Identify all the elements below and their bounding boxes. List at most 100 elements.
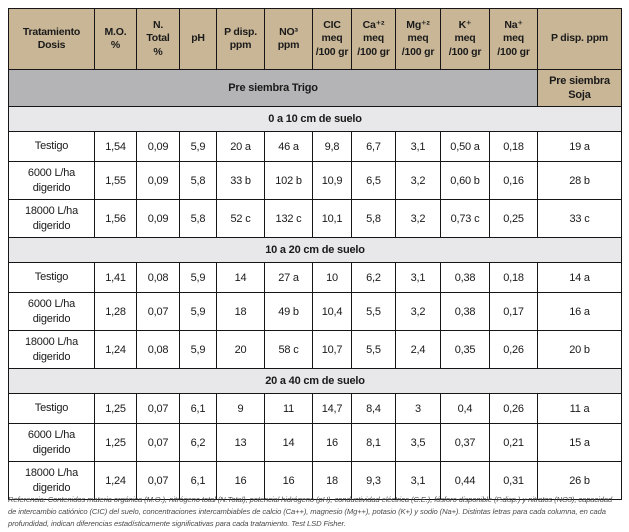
header-line: P disp.: [224, 25, 257, 38]
header-line: M.O.: [104, 25, 127, 38]
banner-line: Soja: [568, 89, 591, 101]
cell-ph: 5,8: [179, 161, 217, 200]
cell-pdisp: 18: [216, 292, 265, 331]
cell-pdisp: 16: [216, 461, 265, 500]
header-line: P disp. ppm: [550, 32, 609, 45]
treatment-label: 18000 L/ha: [24, 335, 79, 348]
header-line: %: [153, 45, 163, 58]
header-line: ppm: [229, 39, 252, 51]
cell-pdisp-soja: 11 a: [537, 393, 622, 424]
treatment-label: 6000 L/ha: [27, 297, 76, 310]
cell-cic: 10,7: [312, 330, 352, 369]
cell-pdisp: 20 a: [216, 131, 265, 162]
cell-mo: 1,25: [94, 393, 137, 424]
treatment-cell: 6000 L/ha digerido: [8, 161, 95, 200]
soil-results-table-wrapper: Tratamiento Dosis M.O.% N. Total% pH P dis…: [8, 8, 622, 500]
cell-ntotal: 0,07: [136, 393, 180, 424]
header-line: meq: [503, 32, 524, 45]
treatment-label: digerido: [32, 350, 71, 363]
cell-no3: 11: [264, 393, 313, 424]
cell-ntotal: 0,07: [136, 461, 180, 500]
column-header-pdisp-soja: P disp. ppm: [537, 8, 622, 70]
cell-mo: 1,24: [94, 330, 137, 369]
cell-ntotal: 0,09: [136, 199, 180, 238]
cell-ca: 6,2: [351, 262, 396, 293]
cell-na: 0,25: [489, 199, 538, 238]
header-line: /100 gr: [401, 45, 435, 58]
cell-cic: 10,4: [312, 292, 352, 331]
column-header-na: Na⁺ meq/100 gr: [489, 8, 538, 70]
table-row: 18000 L/ha digerido 1,24 0,07 6,1 16 16 1…: [8, 461, 622, 500]
cell-cic: 14,7: [312, 393, 352, 424]
cell-mg: 3,1: [395, 131, 441, 162]
section-band-0-10: 0 a 10 cm de suelo: [8, 106, 622, 132]
table-row: 6000 L/ha digerido 1,28 0,07 5,9 18 49 b …: [8, 292, 622, 331]
header-line: %: [110, 39, 121, 51]
table-row: 18000 L/ha digerido 1,24 0,08 5,9 20 58 c…: [8, 330, 622, 369]
cell-ca: 6,7: [351, 131, 396, 162]
treatment-cell: Testigo: [8, 393, 95, 424]
treatment-label: Testigo: [34, 271, 69, 284]
cell-pdisp-soja: 14 a: [537, 262, 622, 293]
header-row: Tratamiento Dosis M.O.% N. Total% pH P dis…: [8, 8, 622, 70]
cell-ph: 5,9: [179, 131, 217, 162]
cell-mg: 3: [395, 393, 441, 424]
header-line: Total: [146, 32, 170, 45]
cell-cic: 18: [312, 461, 352, 500]
cell-k: 0,35: [440, 330, 490, 369]
cell-ntotal: 0,07: [136, 292, 180, 331]
cell-na: 0,26: [489, 330, 538, 369]
cell-ntotal: 0,09: [136, 131, 180, 162]
cell-no3: 58 c: [264, 330, 313, 369]
cell-ca: 8,4: [351, 393, 396, 424]
header-line: N.: [152, 19, 164, 32]
treatment-label: Testigo: [34, 140, 69, 153]
cell-ca: 5,5: [351, 330, 396, 369]
cell-k: 0,44: [440, 461, 490, 500]
soil-results-table: Tratamiento Dosis M.O.% N. Total% pH P dis…: [8, 8, 622, 500]
cell-pdisp-soja: 26 b: [537, 461, 622, 500]
cell-mo: 1,54: [94, 131, 137, 162]
cell-ph: 5,9: [179, 292, 217, 331]
cell-ntotal: 0,08: [136, 262, 180, 293]
header-line: NO³: [279, 25, 298, 38]
cell-no3: 16: [264, 461, 313, 500]
section-band-20-40: 20 a 40 cm de suelo: [8, 368, 622, 394]
column-header-ca: Ca⁺² meq/100 gr: [351, 8, 396, 70]
cell-na: 0,26: [489, 393, 538, 424]
treatment-cell: Testigo: [8, 131, 95, 162]
cell-pdisp: 9: [216, 393, 265, 424]
header-line: pH: [191, 32, 205, 45]
treatment-cell: 6000 L/ha digerido: [8, 292, 95, 331]
treatment-cell: Testigo: [8, 262, 95, 293]
header-line: Tratamiento: [22, 25, 81, 38]
cell-pdisp: 20: [216, 330, 265, 369]
cell-mg: 3,5: [395, 423, 441, 462]
cell-mo: 1,56: [94, 199, 137, 238]
header-line: meq: [454, 32, 476, 45]
header-line: meq: [363, 32, 384, 45]
treatment-label: 18000 L/ha: [24, 466, 79, 479]
cell-no3: 46 a: [264, 131, 313, 162]
cell-no3: 132 c: [264, 199, 313, 238]
treatment-cell: 18000 L/ha digerido: [8, 330, 95, 369]
cell-cic: 10,1: [312, 199, 352, 238]
cell-mg: 3,2: [395, 292, 441, 331]
cell-mg: 3,1: [395, 461, 441, 500]
table-row: 18000 L/ha digerido 1,56 0,09 5,8 52 c 13…: [8, 199, 622, 238]
cell-k: 0,38: [440, 292, 490, 331]
treatment-label: digerido: [32, 443, 71, 456]
cell-pdisp: 52 c: [216, 199, 265, 238]
section-title: 10 a 20 cm de suelo: [8, 237, 622, 263]
header-line: CIC: [323, 19, 341, 32]
cell-no3: 49 b: [264, 292, 313, 331]
cell-pdisp-soja: 19 a: [537, 131, 622, 162]
column-header-ntotal: N. Total%: [136, 8, 180, 70]
header-line: ppm: [277, 39, 300, 51]
cell-mg: 3,1: [395, 262, 441, 293]
cell-k: 0,4: [440, 393, 490, 424]
cell-k: 0,73 c: [440, 199, 490, 238]
cell-k: 0,60 b: [440, 161, 490, 200]
column-header-tratamiento: Tratamiento Dosis: [8, 8, 95, 70]
section-band-10-20: 10 a 20 cm de suelo: [8, 237, 622, 263]
